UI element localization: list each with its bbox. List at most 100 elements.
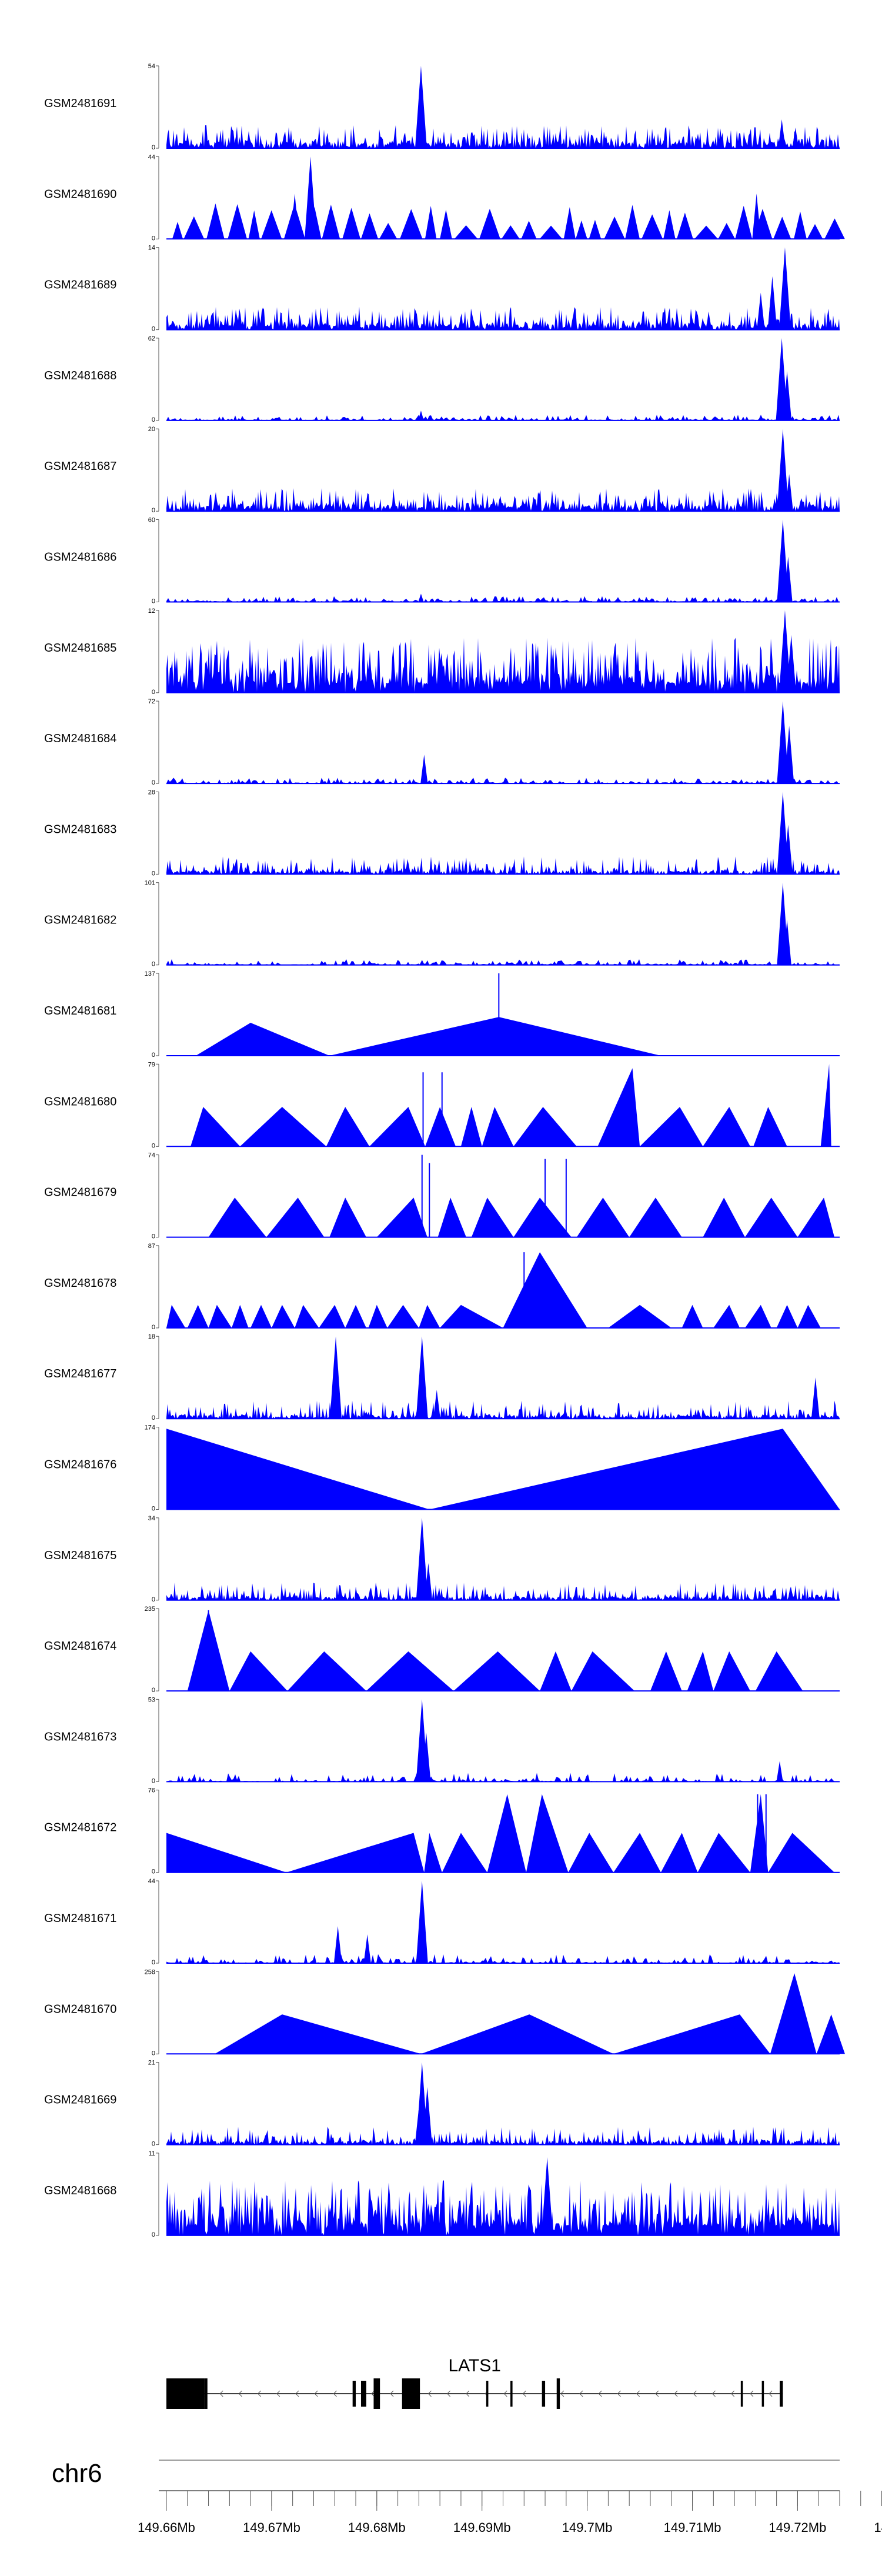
y-max-label: 18	[148, 1333, 155, 1340]
signal-area	[166, 203, 845, 239]
gene-exon	[166, 2378, 205, 2409]
signal-peak	[783, 825, 793, 875]
signal-triangle	[687, 1651, 714, 1691]
signal-triangle	[208, 1197, 266, 1237]
signal-triangle	[319, 1304, 346, 1328]
strand-arrow	[731, 2390, 735, 2397]
track-label: GSM2481671	[44, 1912, 116, 1925]
signal-area	[166, 415, 840, 421]
signal-triangle	[191, 1107, 240, 1147]
strand-arrow	[314, 2390, 318, 2397]
y-min-label: 0	[152, 961, 155, 968]
signal-triangle	[770, 1973, 817, 2054]
strand-arrow	[560, 2390, 564, 2397]
y-max-label: 44	[148, 1878, 155, 1885]
signal-triangle	[208, 1304, 232, 1328]
signal-area	[166, 1400, 840, 1419]
track-label: GSM2481672	[44, 1821, 116, 1834]
signal-peak	[783, 919, 791, 965]
y-min-label: 0	[152, 2050, 155, 2057]
signal-triangle	[287, 1651, 366, 1691]
y-min-label: 0	[152, 144, 155, 151]
signal-peak	[767, 276, 777, 330]
signal-peak	[541, 2157, 553, 2235]
y-max-label: 62	[148, 335, 155, 342]
signal-triangle	[650, 1651, 682, 1691]
x-tick-label: 149.72Mb	[769, 2520, 827, 2535]
signal-triangle	[196, 1023, 330, 1056]
y-min-label: 0	[152, 416, 155, 423]
strand-arrow	[295, 2390, 299, 2397]
signal-peak	[290, 193, 299, 239]
signal-triangle	[440, 1304, 503, 1328]
track-label: GSM2481668	[44, 2184, 116, 2197]
signal-area	[166, 778, 840, 784]
signal-peak	[363, 1934, 371, 1963]
signal-triangle	[797, 1197, 835, 1237]
y-min-label: 0	[152, 1777, 155, 1784]
signal-triangle	[295, 1304, 319, 1328]
strand-arrow	[522, 2390, 526, 2397]
y-min-label: 0	[152, 1596, 155, 1603]
signal-peak	[418, 593, 424, 602]
strand-arrow	[503, 2390, 507, 2397]
y-min-label: 0	[152, 2231, 155, 2238]
signal-peak	[752, 193, 761, 239]
track-label: GSM2481669	[44, 2094, 116, 2107]
strand-arrow	[769, 2390, 773, 2397]
signal-triangle	[286, 1833, 425, 1873]
y-max-label: 60	[148, 517, 155, 524]
signal-area	[166, 1582, 840, 1600]
y-min-label: 0	[152, 870, 155, 877]
track-label: GSM2481688	[44, 369, 116, 382]
signal-triangle	[419, 1304, 440, 1328]
signal-triangle	[376, 1197, 427, 1237]
signal-triangle	[366, 1651, 454, 1691]
track-label: GSM2481673	[44, 1730, 116, 1743]
signal-triangle	[750, 1794, 769, 1873]
signal-triangle	[613, 1833, 661, 1873]
signal-triangle	[240, 1107, 326, 1147]
gene-name: LATS1	[448, 2356, 501, 2375]
signal-peak	[779, 610, 791, 693]
y-min-label: 0	[152, 1142, 155, 1149]
signal-triangle	[166, 1833, 286, 1873]
gene-exon	[352, 2381, 356, 2407]
y-min-label: 0	[152, 1506, 155, 1513]
track-label: GSM2481676	[44, 1459, 116, 1471]
signal-triangle	[571, 1651, 635, 1691]
signal-triangle	[424, 1833, 442, 1873]
y-min-label: 0	[152, 235, 155, 242]
strand-arrow	[711, 2390, 716, 2397]
signal-triangle	[768, 1833, 835, 1873]
signal-triangle	[166, 1429, 430, 1510]
signal-peak	[792, 128, 799, 148]
gene-exon	[780, 2381, 783, 2407]
y-max-label: 53	[148, 1696, 155, 1703]
y-max-label: 34	[148, 1515, 155, 1522]
signal-triangle	[540, 1651, 572, 1691]
track-label: GSM2481677	[44, 1367, 116, 1380]
signal-peak	[415, 66, 427, 148]
signal-triangle	[820, 1064, 831, 1147]
y-max-label: 235	[145, 1606, 155, 1613]
signal-peak	[330, 1336, 342, 1419]
strand-arrow	[333, 2390, 337, 2397]
signal-triangle	[460, 1107, 482, 1147]
signal-triangle	[369, 1107, 426, 1147]
signal-triangle	[231, 1304, 249, 1328]
x-tick-label: 149.66Mb	[138, 2520, 195, 2535]
signal-triangle	[713, 1651, 750, 1691]
strand-arrow	[257, 2390, 262, 2397]
signal-triangle	[526, 1794, 569, 1873]
signal-peak	[784, 726, 794, 784]
signal-triangle	[513, 1107, 577, 1147]
gene-exon	[761, 2381, 764, 2407]
signal-triangle	[681, 1304, 703, 1328]
y-max-label: 87	[148, 1243, 155, 1250]
chromosome-label: chr6	[52, 2459, 102, 2488]
track-label: GSM2481682	[44, 914, 116, 927]
signal-triangle	[816, 2014, 845, 2054]
signal-triangle	[755, 1651, 803, 1691]
y-min-label: 0	[152, 507, 155, 514]
